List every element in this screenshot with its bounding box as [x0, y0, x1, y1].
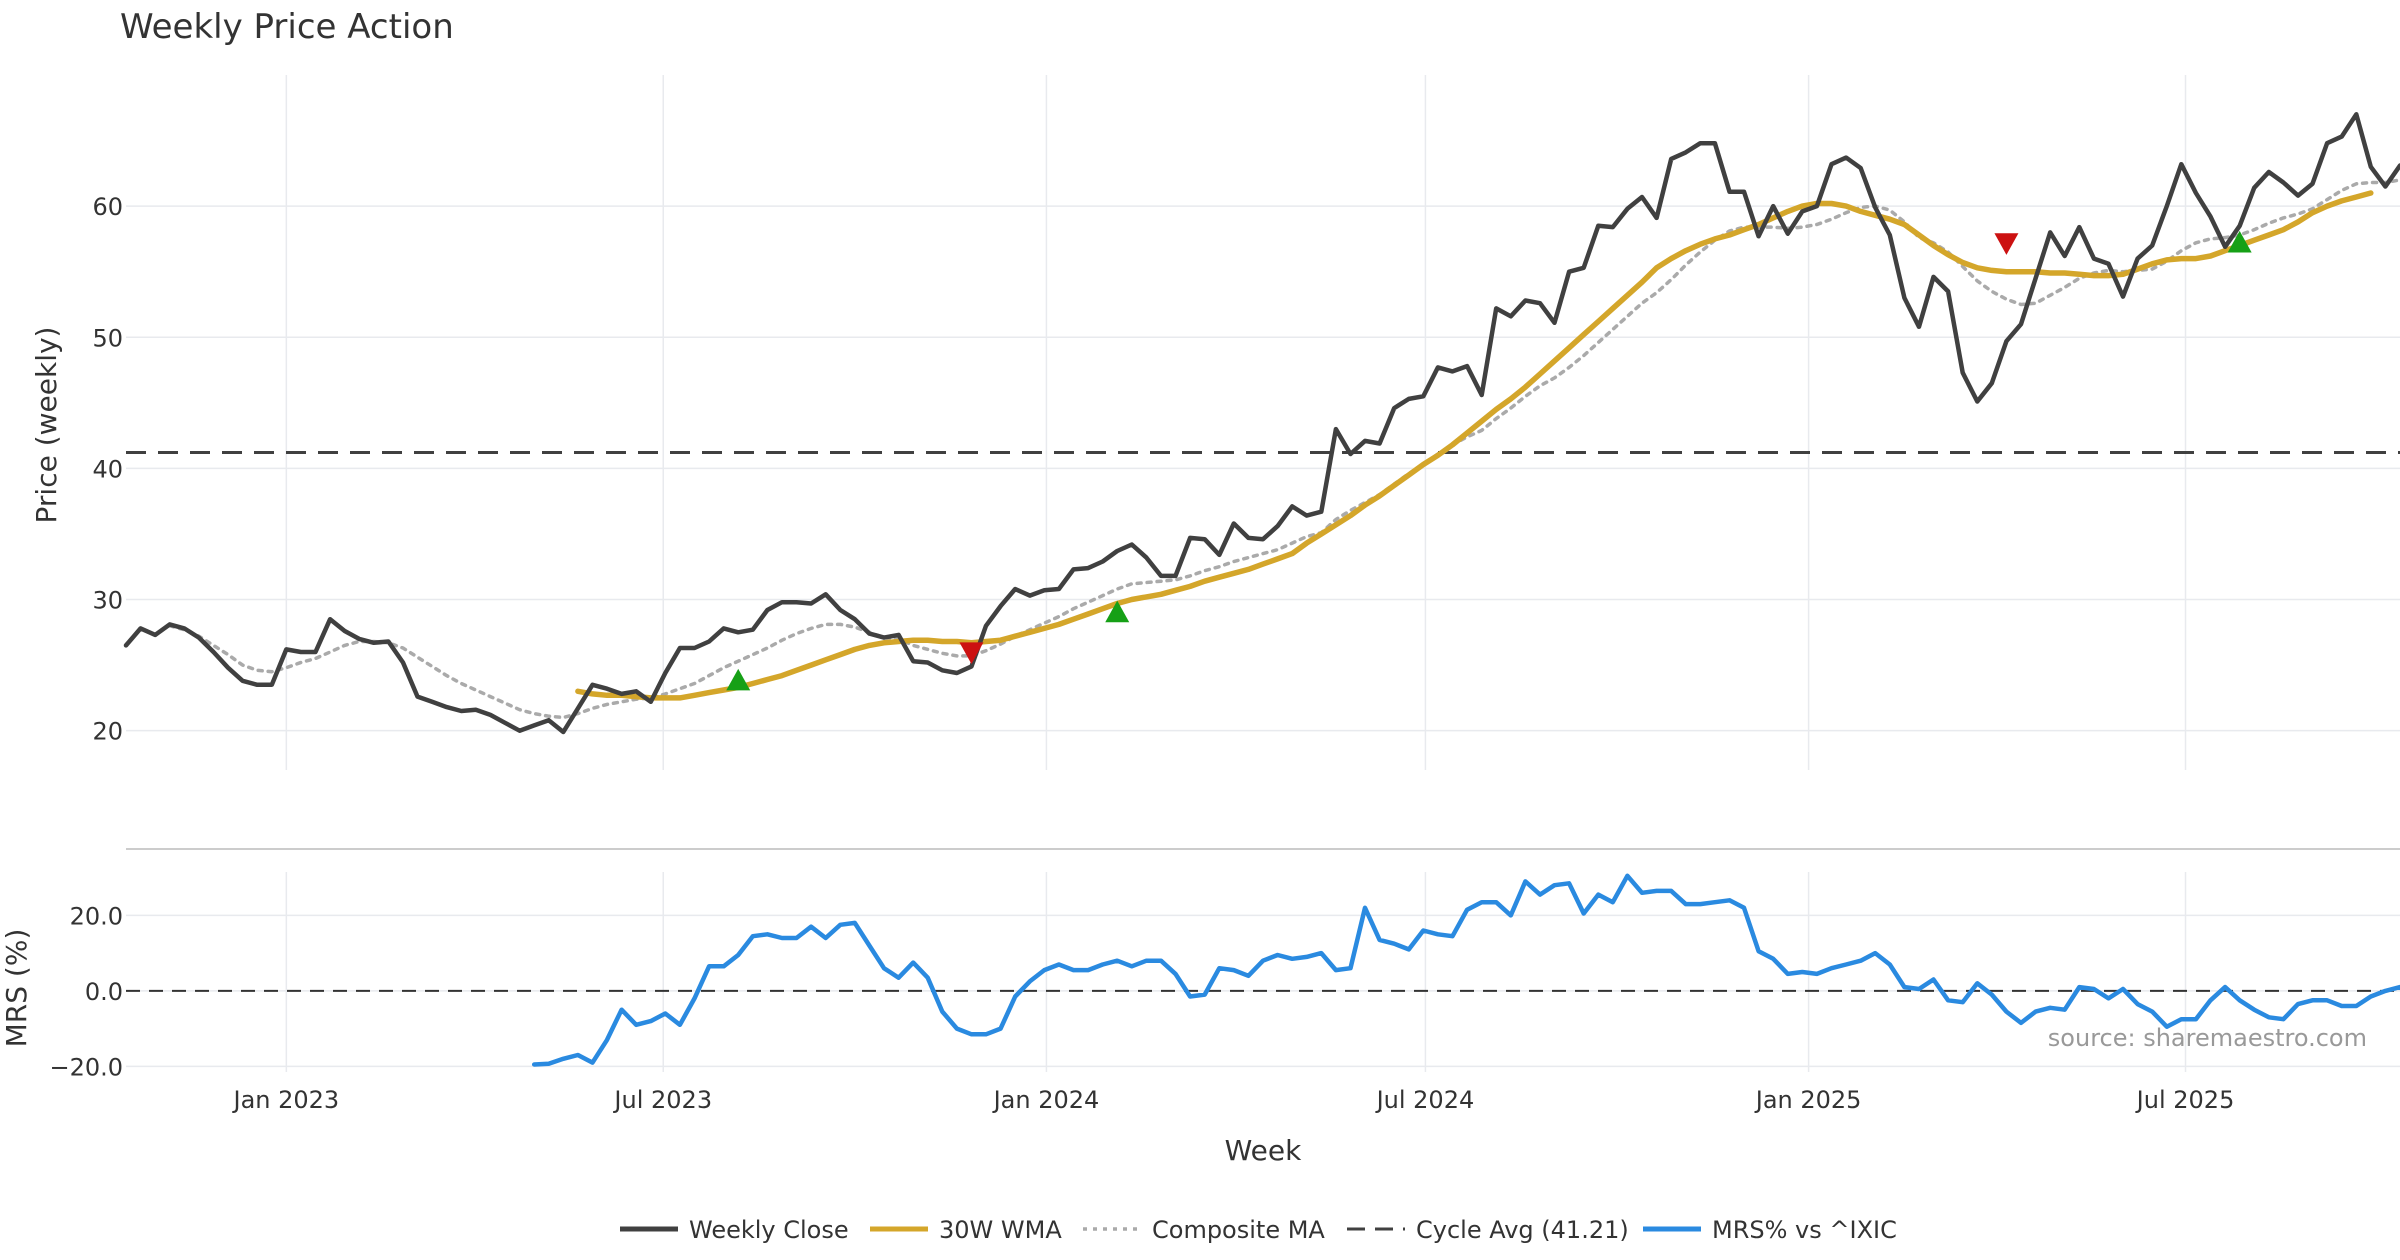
mrs-panel: −20.0 0.0 20.0 MRS (%) source: sharemaestr… — [0, 872, 2400, 1081]
buy-signal-marker — [1105, 600, 1130, 623]
price-series-group — [123, 112, 2400, 735]
sell-signal-marker — [959, 642, 984, 664]
x-tick-label: Jul 2025 — [2135, 1086, 2235, 1114]
chart-title: Weekly Price Action — [120, 7, 454, 47]
price-y-ticks: 20 30 40 50 60 — [92, 193, 123, 746]
price-y-tick-label: 50 — [92, 324, 123, 352]
x-axis-label: Week — [1225, 1134, 1302, 1167]
legend-label: Composite MA — [1152, 1216, 1325, 1244]
mrs-y-tick-label: 20.0 — [70, 902, 123, 930]
buy-signal-marker — [726, 668, 751, 691]
x-tick-label: Jul 2024 — [1375, 1086, 1475, 1114]
mrs-y-axis-label: MRS (%) — [0, 929, 33, 1048]
buy-signal-marker — [2227, 230, 2252, 253]
x-tick-label: Jan 2024 — [992, 1086, 1100, 1114]
price-y-tick-label: 30 — [92, 587, 123, 615]
legend: Weekly Close 30W WMA Composite MA Cycle Avg… — [620, 1216, 1897, 1244]
source-label: source: sharemaestro.com — [2048, 1024, 2367, 1052]
mrs-line — [531, 873, 2400, 1067]
price-panel: 20 30 40 50 60 Price (weekly) — [30, 75, 2400, 770]
weekly-close-line — [123, 112, 2400, 735]
legend-label: 30W WMA — [939, 1216, 1062, 1244]
mrs-y-tick-label: 0.0 — [85, 978, 123, 1006]
legend-label: Cycle Avg (41.21) — [1416, 1216, 1629, 1244]
30w-wma-line — [575, 190, 2374, 701]
price-y-tick-label: 40 — [92, 455, 123, 483]
price-y-tick-label: 60 — [92, 193, 123, 221]
mrs-y-ticks: −20.0 0.0 20.0 — [49, 902, 123, 1081]
price-y-tick-label: 20 — [92, 718, 123, 746]
price-gridlines — [126, 75, 2400, 770]
price-y-axis-label: Price (weekly) — [30, 327, 63, 524]
mrs-series-group — [531, 873, 2400, 1067]
legend-label: MRS% vs ^IXIC — [1712, 1216, 1897, 1244]
legend-label: Weekly Close — [689, 1216, 849, 1244]
signal-markers — [726, 230, 2252, 691]
composite-ma-line — [167, 178, 2400, 720]
x-tick-label: Jul 2023 — [612, 1086, 712, 1114]
x-tick-label: Jan 2025 — [1754, 1086, 1862, 1114]
mrs-y-tick-label: −20.0 — [49, 1053, 123, 1081]
x-tick-label: Jan 2023 — [231, 1086, 339, 1114]
x-axis-ticks: Jan 2023 Jul 2023 Jan 2024 Jul 2024 Jan 2025… — [231, 1086, 2234, 1114]
sell-signal-marker — [1994, 233, 2019, 255]
